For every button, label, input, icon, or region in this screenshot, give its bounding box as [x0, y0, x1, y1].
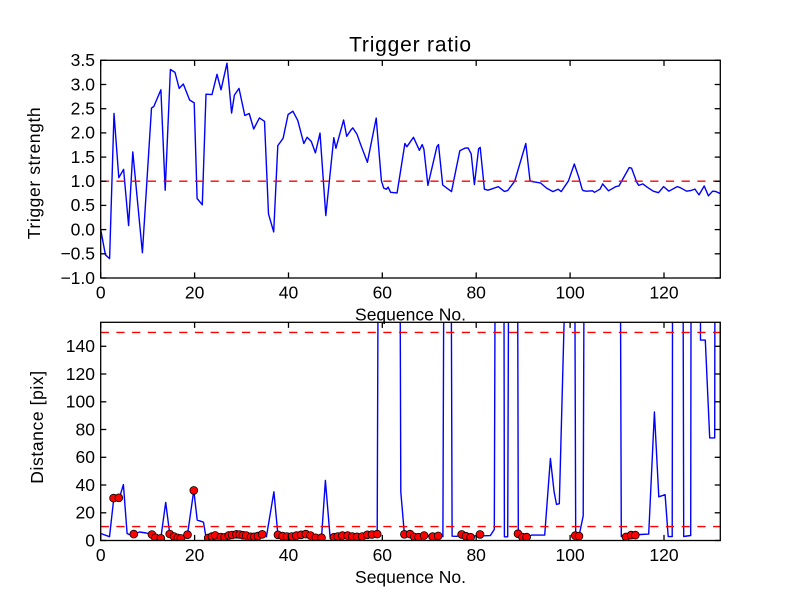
svg-text:Trigger ratio: Trigger ratio	[349, 34, 472, 57]
svg-text:Sequence No.: Sequence No.	[355, 304, 466, 324]
svg-text:60: 60	[373, 545, 393, 565]
svg-text:Distance [pix]: Distance [pix]	[27, 370, 47, 483]
svg-text:2.5: 2.5	[71, 99, 95, 119]
svg-text:40: 40	[76, 475, 96, 495]
svg-text:120: 120	[649, 283, 678, 303]
svg-text:0: 0	[96, 545, 106, 565]
svg-text:Trigger strength: Trigger strength	[24, 107, 44, 239]
svg-text:20: 20	[185, 545, 205, 565]
svg-text:100: 100	[66, 392, 95, 412]
svg-text:0.0: 0.0	[71, 219, 96, 239]
svg-text:120: 120	[66, 364, 95, 384]
svg-text:60: 60	[373, 283, 393, 303]
svg-text:80: 80	[466, 545, 486, 565]
svg-text:20: 20	[76, 503, 96, 523]
svg-text:3.0: 3.0	[71, 74, 96, 94]
svg-text:0: 0	[85, 530, 95, 550]
svg-text:−1.0: −1.0	[60, 268, 95, 288]
svg-text:0.5: 0.5	[71, 195, 95, 215]
svg-text:Sequence No.: Sequence No.	[355, 567, 466, 587]
svg-text:80: 80	[466, 283, 486, 303]
svg-text:3.5: 3.5	[71, 50, 95, 70]
svg-text:100: 100	[555, 283, 584, 303]
svg-text:140: 140	[66, 336, 95, 356]
svg-text:40: 40	[279, 283, 299, 303]
svg-text:2.0: 2.0	[71, 123, 96, 143]
svg-text:20: 20	[185, 283, 205, 303]
svg-text:40: 40	[279, 545, 299, 565]
svg-text:1.5: 1.5	[71, 147, 95, 167]
svg-text:60: 60	[76, 447, 96, 467]
svg-text:120: 120	[649, 545, 678, 565]
svg-text:1.0: 1.0	[71, 171, 96, 191]
svg-text:100: 100	[555, 545, 584, 565]
svg-text:80: 80	[76, 419, 96, 439]
svg-text:−0.5: −0.5	[60, 244, 95, 264]
svg-text:0: 0	[96, 283, 106, 303]
